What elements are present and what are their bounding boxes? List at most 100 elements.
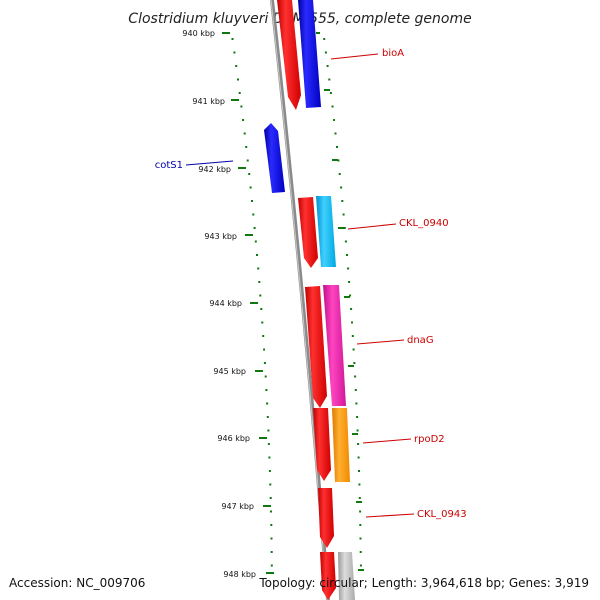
tick-dot-inner [253,227,256,229]
tick-dot-outer [331,105,334,108]
tick-dot-outer [347,267,350,270]
tick-dot-outer [348,281,351,283]
tick-dot-outer [340,186,343,189]
gene-rpoD2-outer[interactable] [332,408,350,482]
tick-dot-inner [264,375,267,378]
tick-dot-outer [326,65,329,67]
tick-dot-outer [351,321,353,324]
leader-dnaG [356,339,405,345]
tick-dot-inner [259,294,262,297]
tick-dot-inner [231,38,234,40]
tick-dot-outer [323,38,326,40]
tick-dot-inner [252,213,255,216]
tick-dot-outer [358,483,361,486]
tick-dot-outer [354,389,357,391]
tick-dots-outer [323,38,362,567]
tick-dot-inner [256,254,258,256]
tick-label-943: 943 kbp [204,232,237,241]
tick-label-945: 945 kbp [213,367,246,376]
leader-bioA [330,53,379,60]
genes-outer [298,0,355,600]
tick-dot-outer [359,551,362,553]
gene-ckl0940[interactable] [316,196,336,267]
tick-dot-inner [270,524,273,526]
tick-dot-inner [258,281,261,283]
gene-dnaG-outer[interactable] [323,285,346,406]
tick-dot-outer [333,119,335,121]
tick-labels: 940 kbp 941 kbp 942 kbp 943 kbp 944 kbp … [182,29,256,579]
tick-dot-inner [235,65,238,67]
label-ckl0943[interactable]: CKL_0943 [417,509,467,520]
tick-dot-outer [354,375,357,378]
topology-text: Topology: circular; Length: 3,964,618 bp… [259,576,589,590]
major-ticks [222,32,274,574]
label-leaders [185,53,415,518]
tick-dot-outer [357,456,360,459]
tick-dot-inner [263,348,266,351]
label-rpoD2[interactable]: rpoD2 [414,434,445,445]
tick-dot-outer [356,416,359,418]
tick-dot-outer [329,92,332,94]
tick-dot-inner [266,402,269,405]
tick-dot-outer [358,497,361,499]
tick-dot-inner [233,51,236,54]
tick-dot-outer [350,308,353,310]
tick-dot-inner [261,321,264,324]
leader-rpoD2 [362,438,412,444]
tick-dot-inner [265,389,268,391]
tick-dot-outer [359,564,362,567]
tick-dot-inner [263,362,266,364]
tick-dot-outer [359,510,362,513]
label-ckl0940[interactable]: CKL_0940 [399,218,449,229]
tick-dot-outer [353,362,356,364]
label-bioA[interactable]: bioA [382,48,404,59]
tick-dot-outer [344,240,347,243]
gene-forward-2[interactable] [298,197,318,268]
tick-dot-inner [246,159,249,162]
tick-label-946: 946 kbp [217,434,250,443]
tick-dot-outer [338,173,341,175]
tick-dot-inner [266,416,269,418]
gene-forward-1[interactable] [277,0,301,110]
tick-dot-outer [358,470,360,472]
leader-ckl0943 [365,513,415,518]
tick-dot-outer [336,146,338,148]
gene-cotS1[interactable] [264,123,285,193]
tick-dot-inner [237,78,239,81]
tick-dot-inner [243,132,246,135]
gene-forward-7[interactable] [320,552,336,600]
tick-dot-outer [357,443,360,445]
label-cotS1[interactable]: cotS1 [155,160,183,171]
tick-dot-inner [269,483,272,486]
tick-dot-outer [352,348,355,351]
tick-dot-inner [270,564,273,567]
gene-labels: bioA cotS1 CKL_0940 dnaG rpoD2 CKL_0943 [155,48,467,520]
gene-unknown-outer[interactable] [338,552,355,600]
tick-dot-outer [324,51,327,54]
tick-label-944: 944 kbp [209,299,242,308]
tick-label-941: 941 kbp [192,97,225,106]
leader-cotS1 [185,160,234,166]
tick-dot-inner [238,92,241,94]
tick-dot-outer [349,294,352,297]
gene-bioA[interactable] [298,0,321,108]
tick-dot-inner [249,186,252,189]
genes-forward [277,0,336,600]
tick-dot-outer [359,524,362,526]
tick-dot-inner [270,537,273,540]
tick-dot-inner [245,146,248,148]
tick-dot-inner [268,470,271,472]
tick-dot-inner [251,200,253,202]
tick-dot-inner [242,119,245,121]
gene-forward-dnaG[interactable] [305,286,327,408]
gene-forward-ckl0943[interactable] [318,488,334,548]
leader-ckl0940 [347,223,397,230]
tick-dot-outer [337,159,340,162]
gene-forward-rpoD2[interactable] [313,408,331,481]
label-dnaG[interactable]: dnaG [407,335,434,346]
tick-dot-inner [267,443,270,445]
accession-text: Accession: NC_009706 [9,576,146,590]
tick-dot-inner [268,456,271,459]
tick-dot-inner [248,173,251,175]
